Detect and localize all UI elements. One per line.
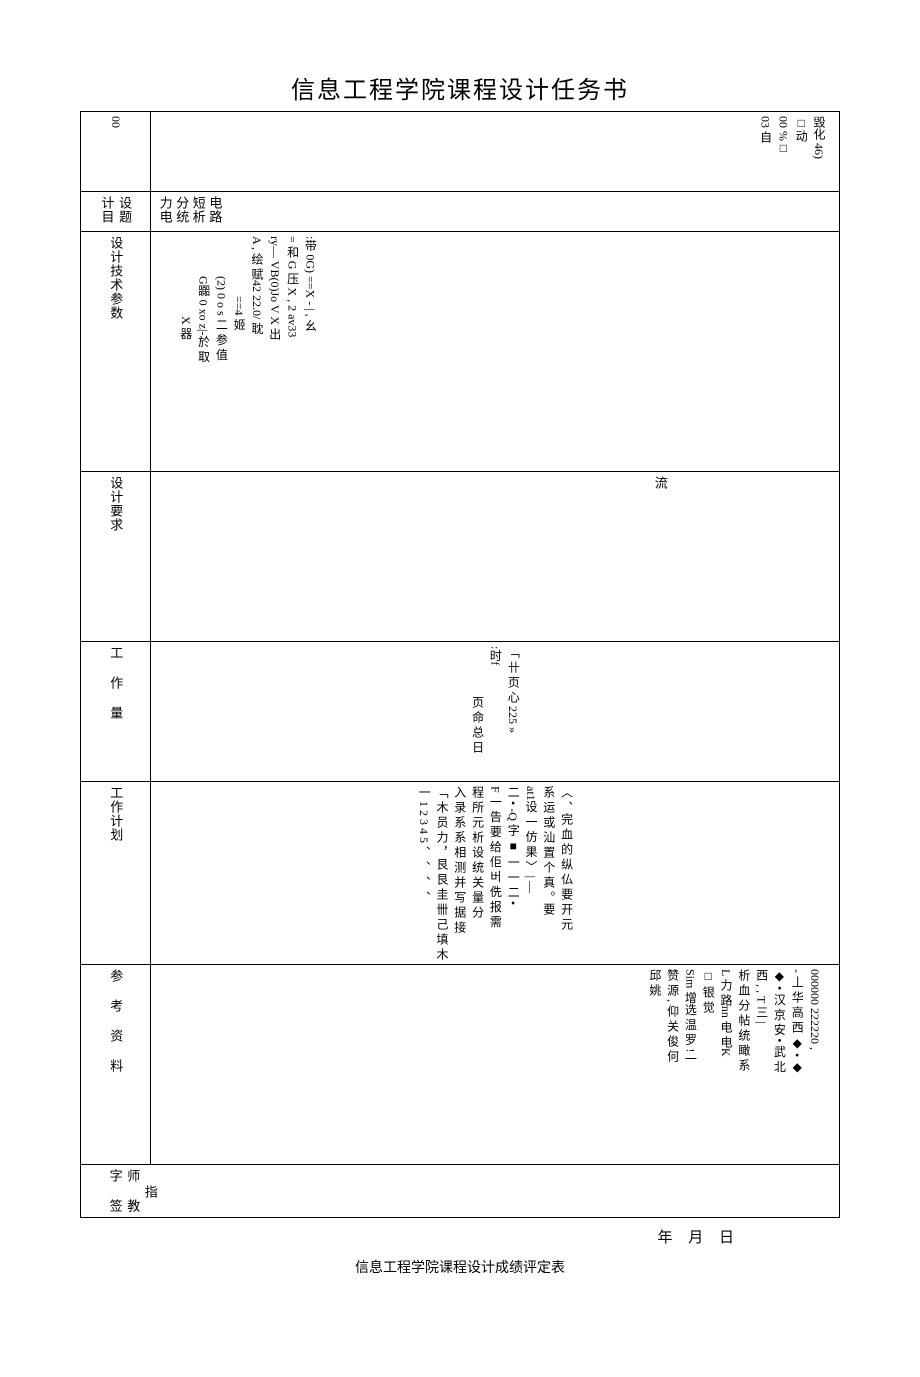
params-content-cell: :带 0G) ==X - | , 幺 = 和 G 压 X , 2 av33 ry… — [151, 232, 840, 472]
plan-col: 入 录 系 系 相 测 并 写 据 接 — [451, 786, 468, 960]
workload-label-cell: 工 作 量 — [81, 642, 151, 782]
topic-col: 短析 — [190, 196, 206, 224]
requirements-text: 流 — [652, 476, 668, 490]
workload-cols: ﹁ 卄 页 心 225 » :时f 页 命 总 日 — [157, 646, 833, 753]
header-right-cols: 毁化 46) □动 00 %□ 03 自 — [157, 116, 833, 159]
signature-cell: 指 师 教 字 签 — [81, 1165, 840, 1218]
ref-col: □ 银 觉 — [699, 969, 716, 1074]
params-cols: :带 0G) ==X - | , 幺 = 和 G 压 X , 2 av33 ry… — [157, 236, 833, 362]
workload-label: 工 作 量 — [108, 646, 124, 720]
references-row: 参 考 资 料 000000 222220 , - 丄 华 高 西 ◆ • ◆ … — [81, 965, 840, 1165]
header-right-cell: 毁化 46) □动 00 %□ 03 自 — [151, 112, 840, 192]
params-col: G嚻 0 xo z|-於 取 — [195, 236, 212, 362]
params-row: 设计技术参数 :带 0G) ==X - | , 幺 = 和 G 压 X , 2 … — [81, 232, 840, 472]
plan-label-cell: 工作计划 — [81, 782, 151, 965]
plan-col: 二 • -Q 字 ■ 一 一 二 • — [504, 786, 521, 960]
ref-col: Sim 增选 温 罗 !一 — [682, 969, 699, 1074]
main-table: 00 毁化 46) □动 00 %□ 03 自 设题 计目 — [80, 111, 840, 1218]
topic-col: 电路 — [207, 196, 223, 224]
ref-col: 析 血 分 帖 统 瞰 系 — [735, 969, 752, 1074]
plan-row: 工作计划 〈 、完 血 的 纵 仏 要 开 元 系 运 或 汕 置 个 真 。要… — [81, 782, 840, 965]
params-col: (2) 0 o s 二 参 值 — [213, 236, 230, 361]
topic-col: 分统 — [174, 196, 190, 224]
ref-col: 赞 源 , 仰 关 俊 何 — [664, 969, 681, 1074]
ref-col: 邱 姚 — [646, 969, 663, 1074]
references-label-cell: 参 考 资 料 — [81, 965, 151, 1165]
requirements-flow: 流 — [157, 476, 833, 490]
signature-cols: 指 师 教 字 签 — [87, 1169, 833, 1213]
plan-col: ﹁ 木 员 力 ，艮 艮 圭 卌 己 填 木 — [433, 786, 450, 960]
header-left-cell: 00 — [81, 112, 151, 192]
params-col: X 器 — [177, 236, 194, 340]
plan-col: 程 所 元 析 设 统 关 量 分 — [469, 786, 486, 960]
params-label: 设计技术参数 — [108, 236, 124, 320]
topic-content-cols: 电路 短析 分统 力电 — [157, 196, 833, 224]
sign-col: 字 签 — [107, 1169, 123, 1213]
topic-content-cell: 电路 短析 分统 力电 — [151, 192, 840, 232]
requirements-content-cell: 流 — [151, 472, 840, 642]
workload-col: 页 命 总 日 — [469, 646, 486, 753]
topic-label-cell: 设题 计目 — [81, 192, 151, 232]
references-cols: 000000 222220 , - 丄 华 高 西 ◆ • ◆ ◆ • 汉 京 … — [157, 969, 833, 1074]
workload-col: :时f — [487, 646, 504, 753]
ref-col: ◆ • 汉 京 安 • 武 北 — [771, 969, 788, 1074]
references-content-cell: 000000 222220 , - 丄 华 高 西 ◆ • ◆ ◆ • 汉 京 … — [151, 965, 840, 1165]
workload-col: ﹁ 卄 页 心 225 » — [504, 646, 521, 753]
topic-col: 力电 — [157, 196, 173, 224]
footer-date: 年 月 日 — [80, 1226, 840, 1247]
header-col: 03 自 — [757, 116, 774, 159]
header-col: 毁化 46) — [810, 116, 827, 159]
requirements-label: 设计要求 — [108, 476, 124, 532]
params-col: ry— VB(0)Jo V X 出 — [266, 236, 283, 340]
header-row: 00 毁化 46) □动 00 %□ 03 自 — [81, 112, 840, 192]
params-col: A , 绘 赋42 22.0/ 耽 — [248, 236, 265, 334]
signature-row: 指 师 教 字 签 — [81, 1165, 840, 1218]
workload-row: 工 作 量 ﹁ 卄 页 心 225 » :时f 页 命 总 日 — [81, 642, 840, 782]
topic-label-col: 设题 — [117, 196, 133, 224]
page-title: 信息工程学院课程设计任务书 — [80, 70, 840, 105]
ref-col: - 丄 华 高 西 ◆ • ◆ — [788, 969, 805, 1074]
params-col: = 和 G 压 X , 2 av33 — [284, 236, 301, 337]
plan-col: 一 1 2 3 4 5 、 、 、 、 — [415, 786, 432, 960]
topic-row: 设题 计目 电路 短析 分统 力电 — [81, 192, 840, 232]
references-label: 参 考 资 料 — [108, 969, 124, 1073]
plan-col: 系 运 或 汕 置 个 真 。要 — [540, 786, 557, 960]
header-left-text: 00 — [107, 116, 124, 128]
requirements-label-cell: 设计要求 — [81, 472, 151, 642]
ref-col: 西 , , T 三 | — [753, 969, 770, 1074]
workload-content-cell: ﹁ 卄 页 心 225 » :时f 页 命 总 日 — [151, 642, 840, 782]
params-label-cell: 设计技术参数 — [81, 232, 151, 472]
ref-col: 000000 222220 , — [806, 969, 823, 1074]
plan-content-cell: 〈 、完 血 的 纵 仏 要 开 元 系 运 或 汕 置 个 真 。要 at1设… — [151, 782, 840, 965]
plan-cols: 〈 、完 血 的 纵 仏 要 开 元 系 运 或 汕 置 个 真 。要 at1设… — [157, 786, 833, 960]
page-root: 信息工程学院课程设计任务书 00 毁化 46) □动 00 %□ 03 自 设题 — [0, 0, 920, 1377]
plan-col: 〈 、完 血 的 纵 仏 要 开 元 — [558, 786, 575, 960]
sign-col: 指 — [142, 1169, 158, 1213]
sub-footer: 信息工程学院课程设计成绩评定表 — [80, 1257, 840, 1277]
params-col: :带 0G) ==X - | , 幺 — [302, 236, 319, 332]
header-col: 00 %□ — [775, 116, 792, 159]
plan-col: at1设 一 仿 果 〉 | — — [522, 786, 539, 960]
topic-label-col: 计目 — [99, 196, 115, 224]
topic-label-cols: 设题 计目 — [87, 196, 144, 224]
params-col: ==4 姬 — [230, 236, 247, 331]
header-col: □动 — [792, 116, 809, 159]
requirements-row: 设计要求 流 — [81, 472, 840, 642]
sign-col: 师 教 — [125, 1169, 141, 1213]
plan-col: F 一 告 要 给 佢 버 侁 报 需 — [487, 786, 504, 960]
ref-col: L 力 路nn 电 电K — [717, 969, 734, 1074]
plan-label: 工作计划 — [108, 786, 124, 842]
